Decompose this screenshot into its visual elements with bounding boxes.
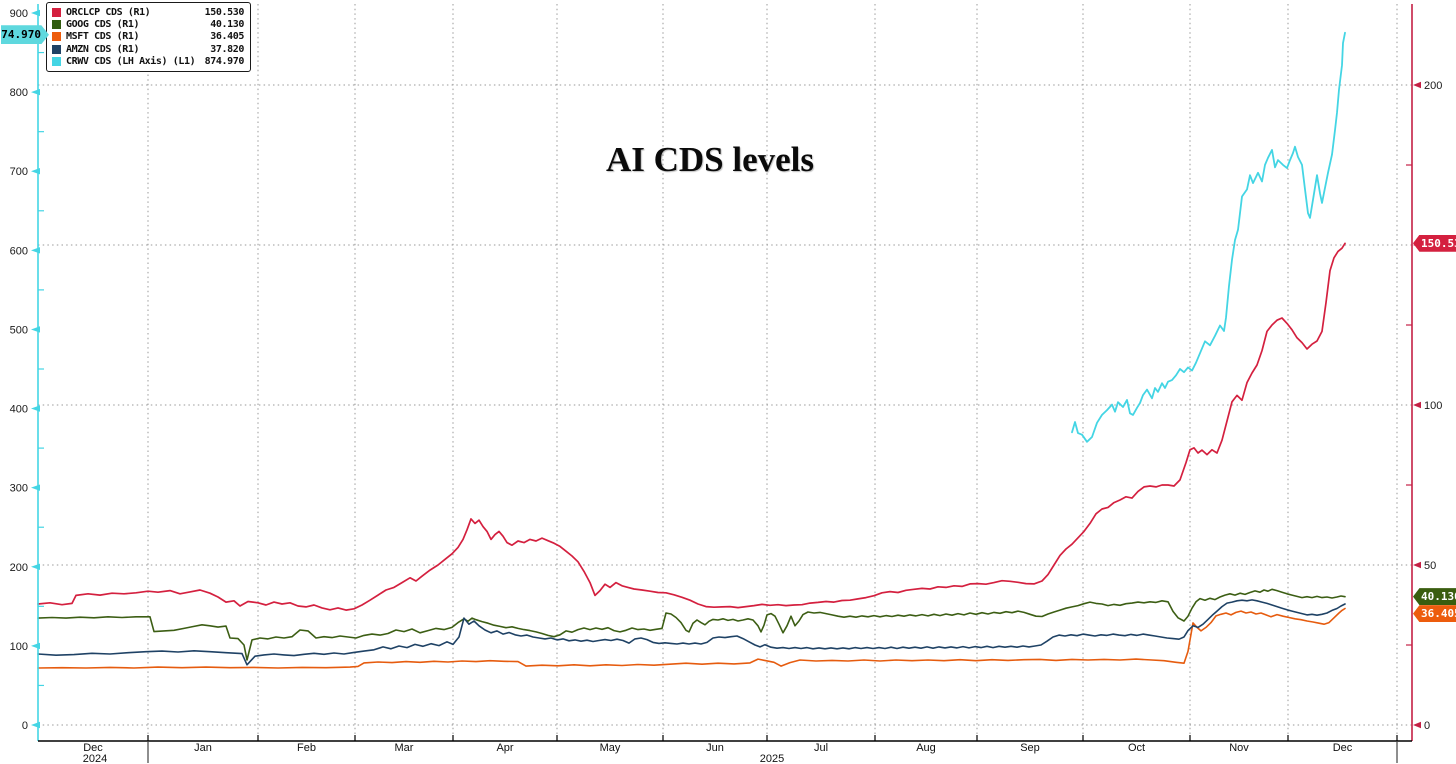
- right-axis-tick-label: 0: [1424, 720, 1430, 732]
- legend-swatch-goog: [52, 20, 61, 30]
- left-axis-tick: [31, 405, 40, 412]
- legend-item-amzn: AMZN CDS (R1) 37.820: [52, 43, 244, 55]
- right-axis-value-badge-msft: 36.405: [1413, 605, 1456, 623]
- left-axis-tick-label: 700: [10, 166, 28, 178]
- legend-value: 874.970: [204, 56, 245, 68]
- left-axis-tick: [31, 484, 40, 491]
- series-line-amzn: [37, 599, 1346, 666]
- x-axis-month-label: May: [600, 742, 621, 754]
- left-axis-tick: [31, 642, 40, 650]
- x-axis-month-label: Oct: [1128, 742, 1145, 754]
- legend-swatch-orclcp: [52, 7, 61, 17]
- x-axis-month-label: Sep: [1020, 742, 1040, 754]
- x-axis-month-label: Apr: [496, 742, 513, 754]
- left-axis-tick-label: 300: [10, 483, 28, 495]
- series-line-goog: [37, 588, 1346, 661]
- gridlines: [38, 4, 1412, 741]
- left-axis-tick-label: 400: [10, 404, 28, 416]
- legend-label: AMZN CDS (R1): [66, 43, 140, 55]
- x-axis-month-label: Dec: [83, 742, 103, 754]
- series-line-msft: [37, 607, 1346, 669]
- left-axis-tick-label: 800: [10, 87, 28, 99]
- legend-swatch-msft: [52, 32, 61, 42]
- left-axis-tick: [31, 563, 40, 570]
- left-axis-tick: [31, 168, 40, 175]
- x-axis-month-label: Feb: [297, 742, 316, 754]
- legend-value: 150.530: [204, 6, 245, 18]
- x-axis-month-label: Jul: [814, 742, 828, 754]
- left-axis-tick-label: 500: [10, 324, 28, 336]
- chart-title: AI CDS levels: [605, 140, 815, 179]
- left-axis-tick-label: 900: [10, 8, 28, 20]
- x-axis-month-label: Dec: [1333, 742, 1353, 754]
- right-axis-tick-label: 50: [1424, 560, 1436, 572]
- legend-label: CRWV CDS (LH Axis) (L1): [66, 56, 196, 68]
- right-axis-tick: [1413, 401, 1421, 409]
- axes: [31, 4, 1421, 763]
- x-axis-month-label: Nov: [1229, 742, 1249, 754]
- right-axis-tick: [1413, 561, 1421, 569]
- legend-label: MSFT CDS (R1): [66, 31, 140, 43]
- legend-box: ORCLCP CDS (R1) 150.530 GOOG CDS (R1) 40…: [46, 2, 251, 72]
- legend-label: ORCLCP CDS (R1): [66, 6, 151, 18]
- x-axis-year-label: 2025: [760, 753, 784, 764]
- x-axis-month-label: Jan: [194, 742, 212, 754]
- legend-item-orclcp: ORCLCP CDS (R1) 150.530: [52, 6, 244, 18]
- series-lines: [37, 31, 1346, 669]
- left-axis-tick-label: 600: [10, 245, 28, 257]
- left-axis-tick: [31, 247, 40, 254]
- legend-value: 37.820: [210, 43, 244, 55]
- legend-swatch-amzn: [52, 44, 61, 54]
- x-axis-month-label: Mar: [395, 742, 414, 754]
- left-axis-tick-label: 0: [22, 720, 28, 732]
- right-axis-value-badge-orclcp: 150.530: [1413, 234, 1456, 252]
- left-axis-tick-label: 200: [10, 562, 28, 574]
- legend-item-goog: GOOG CDS (R1) 40.130: [52, 18, 244, 30]
- x-axis-year-label: 2024: [83, 753, 107, 764]
- series-line-orclcp: [37, 242, 1346, 611]
- left-axis-tick: [31, 326, 40, 333]
- right-axis-tick-label: 200: [1424, 80, 1442, 92]
- right-axis-tick: [1413, 81, 1421, 89]
- legend-item-crwv: CRWV CDS (LH Axis) (L1) 874.970: [52, 56, 244, 68]
- legend-item-msft: MSFT CDS (R1) 36.405: [52, 31, 244, 43]
- x-axis-month-label: Jun: [706, 742, 724, 754]
- right-axis-value-badge-goog: 40.130: [1413, 588, 1456, 606]
- x-axis-month-label: Aug: [916, 742, 936, 754]
- legend-label: GOOG CDS (R1): [66, 19, 140, 31]
- left-axis-tick: [31, 9, 40, 17]
- right-axis-tick-label: 100: [1424, 400, 1442, 412]
- left-axis-tick: [31, 88, 40, 96]
- legend-value: 36.405: [210, 31, 244, 43]
- left-axis-tick: [31, 721, 40, 729]
- left-axis-tick-label: 100: [10, 641, 28, 653]
- series-line-crwv: [1071, 31, 1346, 443]
- legend-swatch-crwv: [52, 57, 61, 67]
- legend-value: 40.130: [210, 19, 244, 31]
- axis-labels: 0 100 200 300 400 500 600 700 800 900 0 50 100 200 Dec…: [10, 8, 1443, 764]
- left-axis-value-badge-crwv: 874.970: [1, 25, 49, 45]
- right-axis-tick: [1413, 721, 1421, 729]
